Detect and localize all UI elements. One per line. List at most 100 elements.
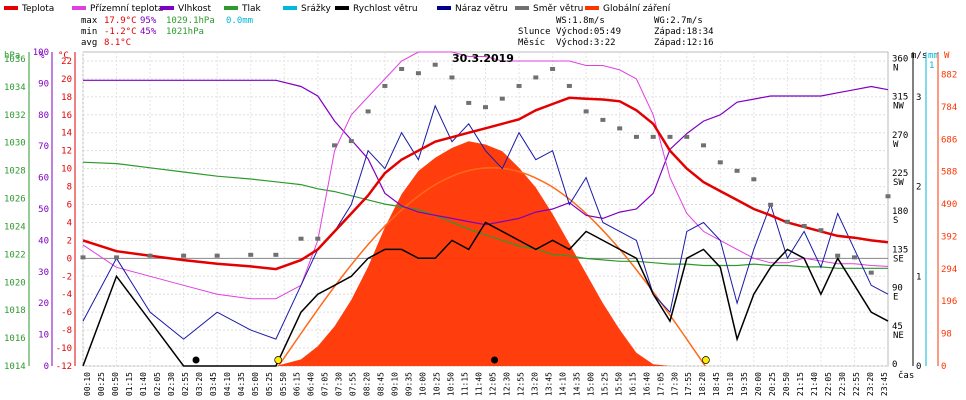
legend-swatch (437, 6, 451, 10)
tick-label: 60 (38, 174, 49, 184)
tick-label: 1020 (4, 278, 26, 288)
tick-label: -8 (61, 326, 72, 336)
tick-label: 1022 (4, 250, 26, 260)
astro-sun-rise: Východ:05:49 (556, 27, 621, 37)
x-tick-label: 23:20 (866, 372, 875, 396)
legend-label: Vlhkost (178, 4, 211, 14)
radiation-layer (83, 141, 888, 367)
sunrise-marker (274, 356, 283, 364)
legend-label: Směr větru (533, 4, 583, 14)
axis-lines (28, 52, 939, 366)
wind-direction-point (751, 177, 757, 182)
tick-label: -6 (61, 308, 72, 318)
x-tick-label: 02:55 (181, 372, 190, 396)
legend-swatch (335, 6, 349, 10)
x-tick-label: 05:50 (279, 372, 288, 396)
x-tick-label: 14:10 (558, 372, 567, 396)
wind-direction-point (583, 109, 589, 114)
tick-label: 90 (38, 79, 49, 89)
direction-degree-label: 90 (892, 284, 903, 294)
direction-name-label: SE (893, 254, 904, 264)
direction-degree-label: 180 (892, 207, 908, 217)
direction-degree-label: 0 (892, 360, 897, 370)
wind-direction-point (684, 134, 690, 139)
x-tick-label: 11:40 (475, 372, 484, 396)
wind-direction-point (248, 252, 254, 257)
sunset-marker (702, 356, 710, 364)
tick-label: 1018 (4, 306, 26, 316)
tick-label: 1032 (4, 111, 26, 121)
tick-label: 50 (38, 205, 49, 215)
x-tick-label: 12:05 (489, 372, 498, 396)
x-tick-label: 21:40 (810, 372, 819, 396)
wind-direction-point (432, 62, 438, 67)
x-tick-label: 12:55 (517, 372, 526, 396)
tick-label: 1024 (4, 222, 26, 232)
wind-direction-point (483, 105, 488, 110)
wind-direction-point (80, 255, 86, 260)
x-axis-label: čas (898, 370, 914, 381)
x-tick-label: 13:45 (544, 372, 553, 396)
wind-direction-point (348, 139, 354, 144)
legend-swatch (72, 6, 86, 10)
ticks-mm: 1 (929, 61, 934, 71)
x-tick-label: 16:15 (628, 372, 637, 396)
tick-label: 1014 (4, 362, 26, 372)
stats-rain: 0.0mm (226, 16, 253, 26)
wind-direction-point (315, 236, 321, 241)
stats-min-hum: 45% (140, 27, 157, 37)
wind-direction-point (717, 160, 723, 165)
moonrise-marker (192, 356, 200, 364)
x-tick-label: 11:15 (461, 372, 470, 396)
wind-direction-point (734, 168, 740, 173)
tick-label: 14 (61, 129, 72, 139)
astro-moon-label: Měsíc (518, 38, 545, 48)
x-tick-label: 05:25 (265, 372, 274, 396)
tick-label: 100 (33, 48, 49, 58)
x-tick-label: 08:45 (377, 372, 386, 396)
legend-label: Rychlost větru (353, 4, 418, 14)
wind-direction-point (449, 75, 455, 80)
direction-name-label: S (893, 216, 898, 226)
tick-label: 20 (38, 299, 49, 309)
astro-sun-label: Slunce (518, 27, 551, 37)
direction-degree-label: 270 (892, 131, 908, 141)
tick-label: 1034 (4, 83, 26, 93)
wind-direction-point (382, 83, 388, 88)
tick-label: 882 (941, 70, 957, 80)
radiation-area (83, 141, 888, 366)
x-tick-label: 19:35 (740, 372, 749, 396)
wind-direction-point (885, 194, 891, 199)
legend-swatch (585, 6, 599, 10)
ticks-ms: 3 2 1 0 (916, 93, 921, 372)
stats-avg-temp: 8.1°C (104, 38, 131, 48)
legend-swatch (283, 6, 297, 10)
wind-direction-point (214, 253, 220, 258)
tick-label: 1 (916, 272, 921, 282)
x-tick-label: 09:35 (405, 372, 414, 396)
x-tick-label: 04:10 (223, 372, 232, 396)
tick-label: 2 (67, 236, 72, 246)
axis-title-w: W (944, 51, 950, 61)
direction-name-label: NE (893, 331, 904, 341)
tick-label: 392 (941, 232, 957, 242)
tick-label: 18 (61, 93, 72, 103)
tick-label: 20 (61, 75, 72, 85)
wind-direction-point (273, 252, 279, 257)
stats-block: max 17.9°C 95% 1029.1hPa 0.0mm min -1.2°… (81, 16, 253, 48)
x-tick-label: 17:55 (684, 372, 693, 396)
x-tick-label: 03:45 (209, 372, 218, 396)
x-tick-label: 00:10 (83, 372, 92, 396)
chart-title: 30.3.2019 (452, 52, 514, 65)
wind-direction-point (851, 255, 857, 260)
tick-label: 6 (67, 201, 72, 211)
series-vlhkost (83, 79, 889, 226)
stats-min-label: min (81, 27, 97, 37)
wind-direction-point (114, 255, 120, 260)
stats-max-hum: 95% (140, 16, 157, 26)
astro-sun-set: Západ:18:34 (654, 27, 714, 37)
series-layer (80, 51, 891, 367)
x-tick-label: 22:05 (824, 372, 833, 396)
